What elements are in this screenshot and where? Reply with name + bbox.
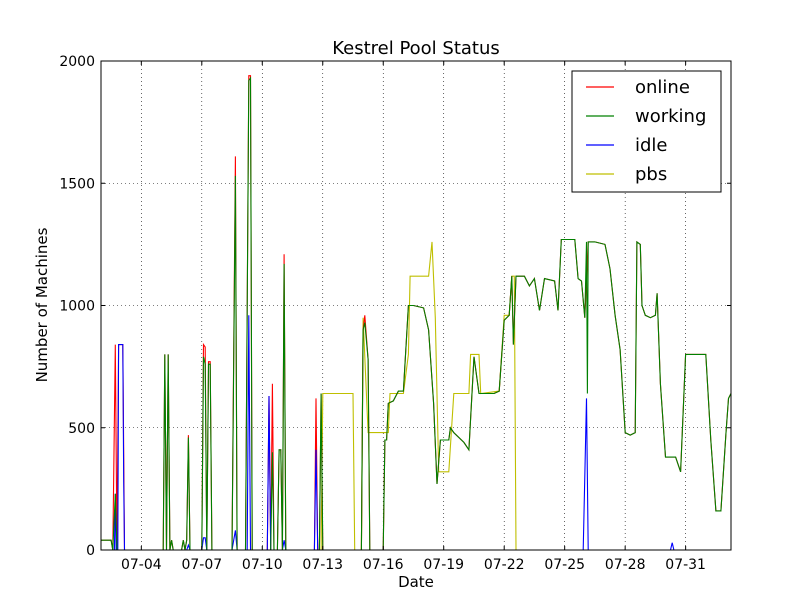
legend-label-online: online [635, 77, 690, 98]
y-tick-label: 2000 [59, 54, 95, 70]
legend-label-idle: idle [635, 135, 668, 156]
y-tick-label: 500 [68, 421, 95, 437]
x-tick-label: 07-28 [605, 557, 646, 573]
x-tick-label: 07-31 [665, 557, 706, 573]
x-tick-label: 07-16 [363, 557, 404, 573]
legend: online working idle pbs [571, 70, 722, 193]
x-tick-label: 07-10 [242, 557, 283, 573]
x-axis-ticks: 07-04 07-07 07-10 07-13 07-16 07-19 07-22 07-25… [121, 61, 706, 573]
y-tick-label: 1500 [59, 176, 95, 192]
legend-box [571, 70, 722, 193]
x-tick-label: 07-04 [121, 557, 162, 573]
x-tick-label: 07-25 [544, 557, 585, 573]
x-tick-label: 07-19 [423, 557, 464, 573]
x-tick-label: 07-22 [484, 557, 525, 573]
x-tick-label: 07-07 [181, 557, 222, 573]
chart-title: Kestrel Pool Status [332, 38, 500, 59]
legend-label-pbs: pbs [635, 164, 667, 185]
y-tick-label: 0 [86, 543, 95, 559]
y-axis-ticks: 0 500 1000 1500 2000 [59, 54, 731, 559]
y-tick-label: 1000 [59, 299, 95, 315]
x-axis-title: Date [398, 573, 434, 591]
y-axis-title: Number of Machines [33, 227, 51, 382]
legend-label-working: working [635, 106, 706, 127]
series-line-working [101, 76, 732, 551]
x-tick-label: 07-13 [302, 557, 343, 573]
